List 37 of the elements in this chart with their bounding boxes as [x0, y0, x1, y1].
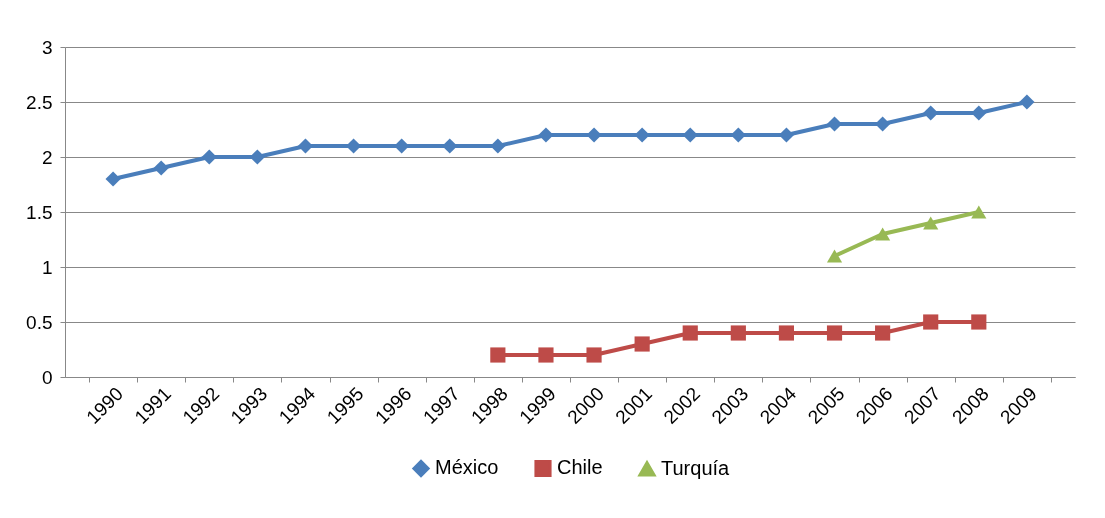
point — [875, 325, 891, 341]
point — [730, 325, 746, 341]
y-tick-label: 3 — [41, 36, 53, 58]
y-tick-label: 2 — [41, 146, 53, 168]
y-tick-label: 0.5 — [26, 311, 53, 333]
y-tick-label: 2.5 — [26, 91, 53, 113]
point — [826, 325, 843, 341]
point — [201, 149, 217, 165]
point — [971, 314, 987, 330]
point — [778, 325, 795, 341]
point — [634, 127, 650, 143]
point — [875, 227, 891, 241]
point — [682, 127, 698, 143]
point — [538, 127, 554, 143]
point — [923, 314, 939, 330]
point — [923, 216, 939, 230]
point — [1019, 94, 1035, 110]
point — [875, 116, 891, 132]
point — [826, 249, 843, 263]
point — [586, 347, 602, 363]
point — [586, 127, 602, 143]
point — [490, 347, 506, 363]
point — [105, 171, 121, 187]
legend-label: México — [435, 456, 499, 479]
point — [490, 138, 506, 154]
y-tick-label: 1 — [41, 256, 53, 278]
legend-label: Turquía — [661, 456, 731, 479]
point — [153, 160, 169, 176]
point — [682, 325, 698, 341]
point — [538, 347, 554, 363]
point — [634, 336, 650, 352]
y-tick-label: 1.5 — [26, 201, 53, 223]
point — [971, 105, 987, 121]
legend-label: Chile — [557, 456, 603, 479]
y-tick-label: 0 — [41, 366, 53, 388]
point — [442, 138, 458, 154]
point — [971, 205, 987, 219]
